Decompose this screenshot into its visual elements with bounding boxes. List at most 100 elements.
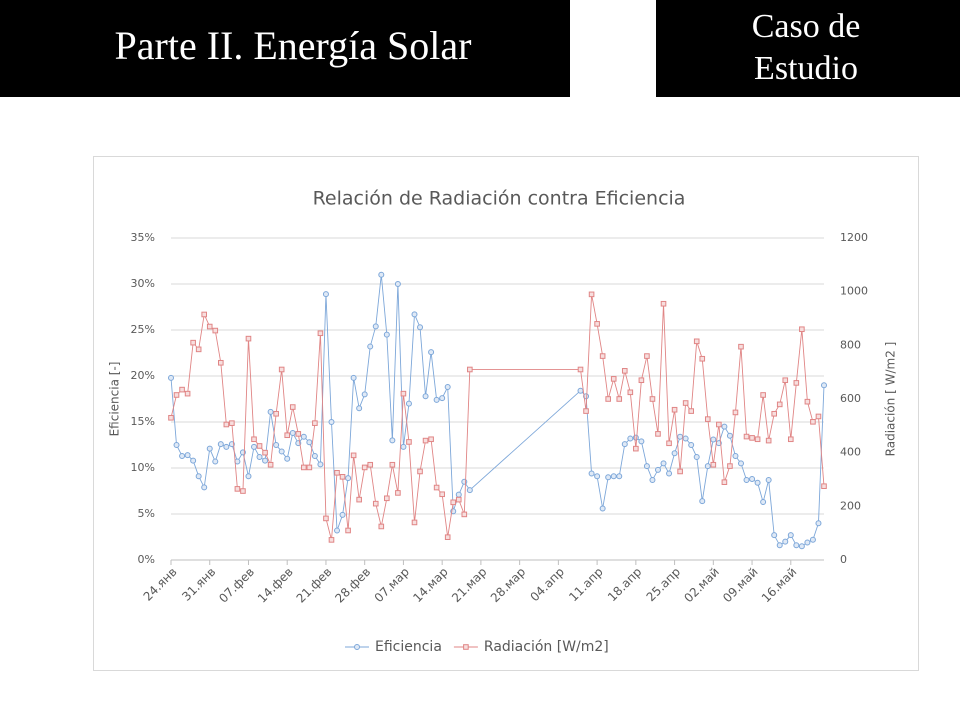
data-point	[295, 431, 302, 437]
data-point	[632, 434, 639, 441]
y2-tick-label: 600	[840, 392, 861, 405]
data-point	[394, 281, 401, 287]
data-point	[411, 519, 418, 526]
y-tick-label: 25%	[131, 323, 155, 336]
data-point	[765, 437, 772, 444]
data-point	[655, 431, 661, 437]
data-point	[743, 433, 750, 440]
data-point	[267, 408, 274, 415]
data-point	[372, 500, 379, 507]
data-point	[439, 395, 446, 402]
data-point	[799, 326, 805, 333]
data-point	[627, 435, 634, 442]
data-point	[433, 396, 440, 403]
data-point	[633, 445, 639, 452]
data-point	[439, 491, 445, 498]
y-tick-label: 5%	[138, 507, 155, 520]
header-bar	[0, 0, 570, 97]
data-point	[644, 353, 650, 359]
data-point	[782, 377, 789, 384]
data-point	[760, 499, 767, 506]
data-point	[217, 441, 224, 448]
data-point	[245, 335, 252, 342]
data-point	[749, 476, 756, 483]
data-point	[234, 486, 241, 492]
legend-marker	[463, 644, 469, 650]
data-point	[229, 420, 235, 426]
data-point	[804, 539, 811, 546]
data-point	[361, 464, 368, 471]
data-point	[345, 527, 351, 534]
data-point	[809, 536, 816, 543]
data-point	[649, 396, 656, 402]
data-point	[616, 473, 623, 480]
data-point	[405, 400, 412, 407]
data-point	[273, 410, 279, 417]
data-point	[710, 461, 717, 468]
data-point	[444, 384, 451, 391]
data-point	[306, 439, 313, 446]
data-point	[173, 392, 180, 398]
data-point	[660, 460, 667, 467]
data-point	[218, 359, 224, 366]
data-point	[284, 432, 291, 439]
data-point	[400, 443, 407, 450]
y2-tick-label: 400	[840, 446, 861, 459]
y2-axis-title: Radiación [ W/m2 ]	[884, 342, 898, 457]
data-point	[395, 490, 401, 496]
data-point	[444, 534, 451, 540]
data-point	[467, 366, 473, 373]
data-point	[345, 475, 352, 482]
data-point	[289, 404, 296, 410]
data-point	[710, 436, 717, 443]
data-point	[339, 511, 346, 518]
data-point	[716, 421, 722, 428]
data-point	[815, 413, 822, 420]
data-point	[738, 343, 744, 350]
data-point	[206, 445, 213, 452]
data-point	[771, 410, 777, 417]
data-point	[610, 376, 617, 382]
data-point	[688, 408, 694, 414]
data-point	[190, 457, 197, 464]
data-point	[776, 542, 783, 549]
badge-text: Estudio	[754, 50, 858, 87]
data-point	[621, 368, 628, 374]
y2-tick-label: 800	[840, 338, 861, 351]
y-tick-label: 15%	[131, 415, 155, 428]
data-point	[212, 327, 219, 334]
data-point	[671, 406, 678, 413]
chart-frame	[93, 156, 919, 671]
data-point	[195, 473, 202, 480]
data-point	[311, 453, 318, 460]
data-point	[179, 386, 185, 393]
y-axis-title: Eficiencia [-]	[108, 362, 122, 437]
data-point	[428, 349, 435, 356]
data-point	[450, 499, 457, 506]
y2-tick-label: 200	[840, 499, 861, 512]
data-point	[787, 436, 794, 443]
data-point	[206, 323, 213, 330]
data-point	[411, 311, 418, 318]
data-point	[594, 473, 601, 480]
data-point	[251, 436, 257, 443]
data-point	[195, 346, 202, 353]
data-point	[356, 496, 362, 503]
data-point	[616, 396, 623, 402]
data-point	[682, 435, 689, 442]
data-point	[821, 483, 827, 490]
data-point	[400, 390, 407, 397]
data-point	[594, 321, 600, 327]
data-point	[754, 436, 761, 443]
data-point	[577, 366, 584, 373]
data-point	[643, 463, 650, 470]
data-point	[223, 443, 230, 450]
data-point	[599, 353, 606, 359]
data-point	[704, 463, 711, 470]
legend-marker	[354, 644, 360, 650]
data-point	[184, 452, 191, 459]
data-point	[367, 461, 374, 468]
data-point	[245, 473, 252, 480]
data-point	[389, 461, 396, 468]
